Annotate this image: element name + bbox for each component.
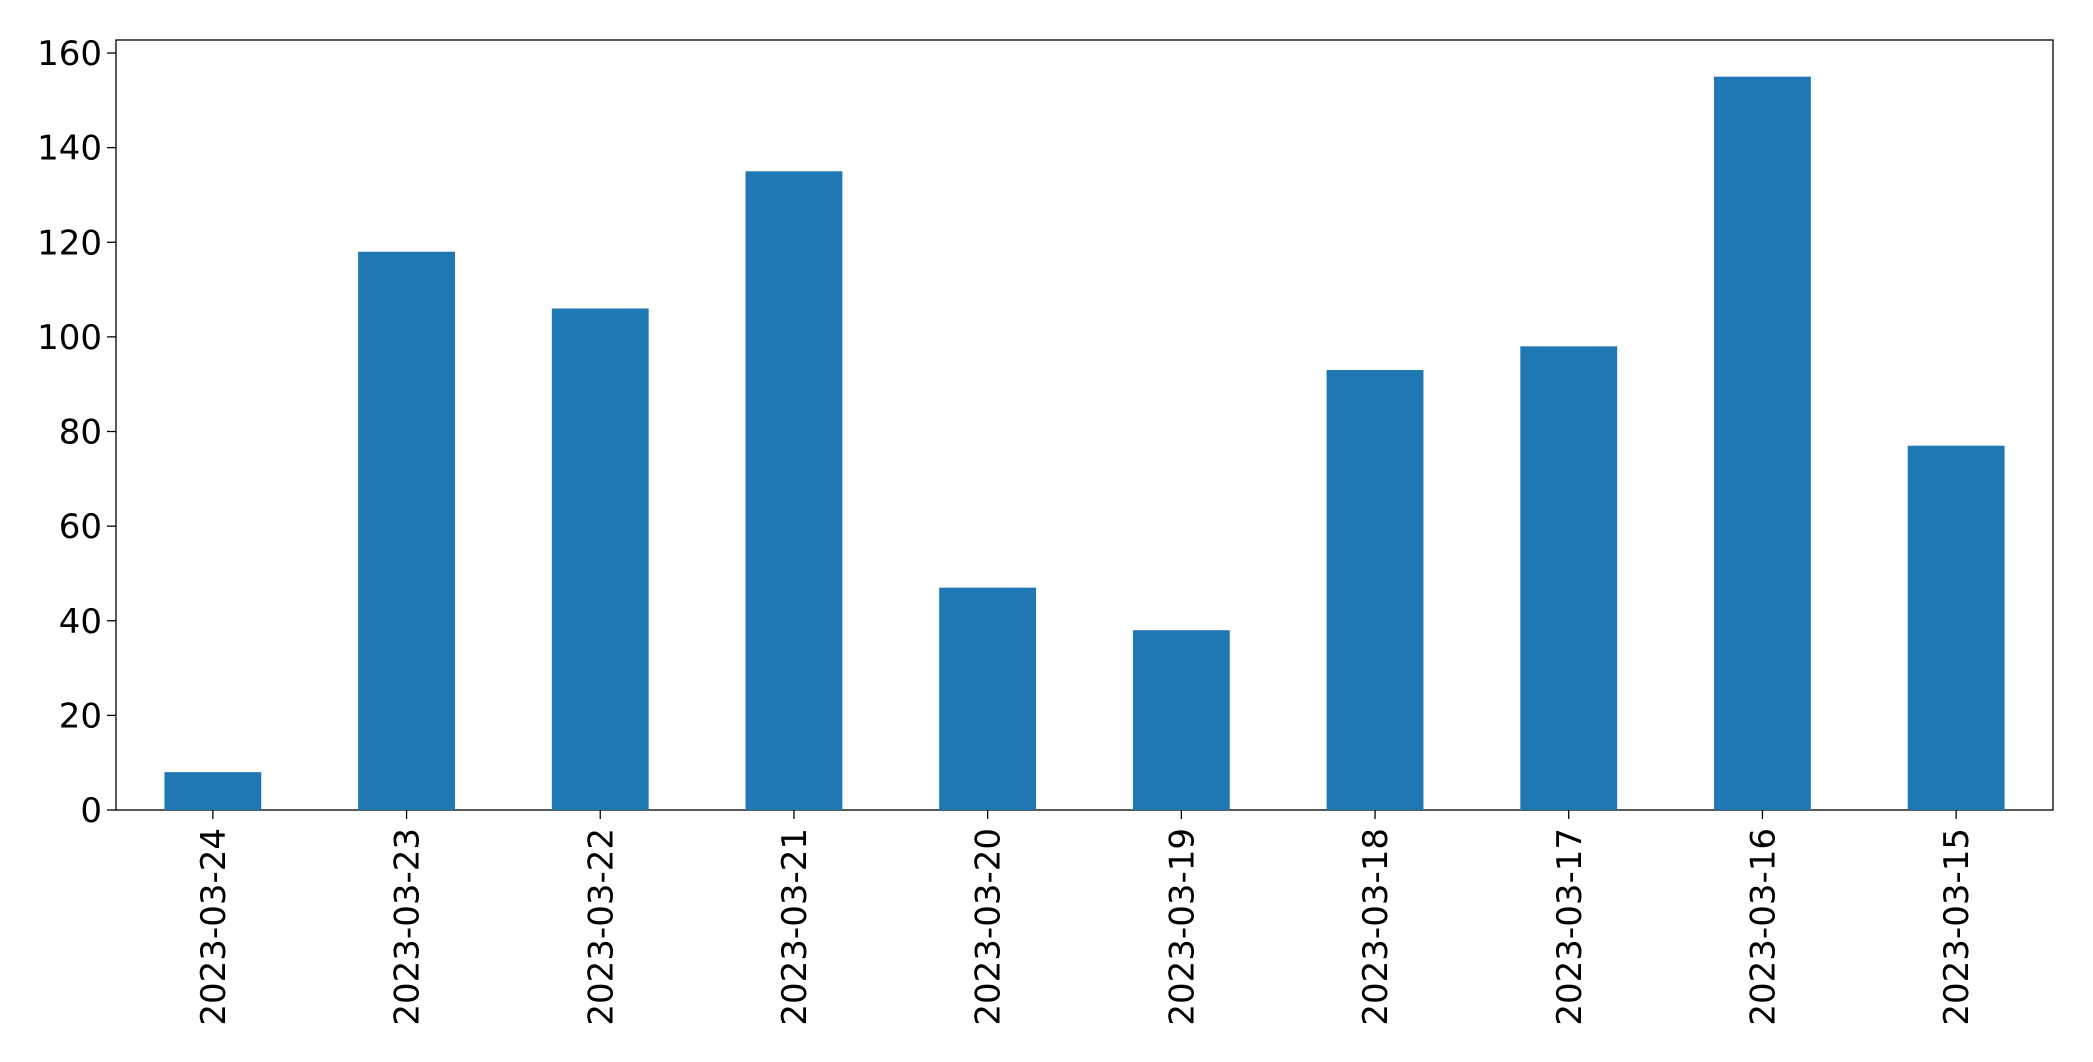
y-tick-label: 20: [59, 696, 102, 736]
y-tick-label: 120: [37, 223, 102, 263]
y-tick-label: 100: [37, 318, 102, 358]
plot-frame: [115, 39, 2054, 811]
bar: [1326, 370, 1424, 810]
y-tick-label: 140: [37, 129, 102, 169]
x-tick-label: 2023-03-16: [1743, 828, 1783, 1026]
x-tick-label: 2023-03-24: [194, 828, 234, 1026]
bar: [164, 772, 262, 810]
y-tick-label: 80: [59, 413, 102, 453]
x-tick-label: 2023-03-22: [581, 828, 621, 1026]
x-tick-label: 2023-03-17: [1550, 828, 1590, 1026]
x-tick-label: 2023-03-23: [388, 828, 428, 1026]
bar: [551, 308, 649, 810]
x-tick-label: 2023-03-19: [1162, 828, 1202, 1026]
bar: [745, 171, 843, 810]
x-tick-label: 2023-03-18: [1356, 828, 1396, 1026]
bar: [939, 587, 1037, 810]
bar: [1714, 76, 1811, 810]
bar: [358, 251, 455, 810]
bar: [1132, 630, 1230, 810]
y-tick-label: 60: [59, 507, 102, 547]
x-tick-label: 2023-03-20: [969, 828, 1009, 1026]
bar: [1907, 445, 2005, 810]
x-tick-label: 2023-03-21: [775, 828, 815, 1026]
y-tick-label: 160: [37, 34, 102, 74]
bar: [1520, 346, 1618, 810]
x-tick-label: 2023-03-15: [1937, 828, 1977, 1026]
y-tick-label: 40: [59, 602, 102, 642]
y-tick-label: 0: [80, 791, 102, 831]
